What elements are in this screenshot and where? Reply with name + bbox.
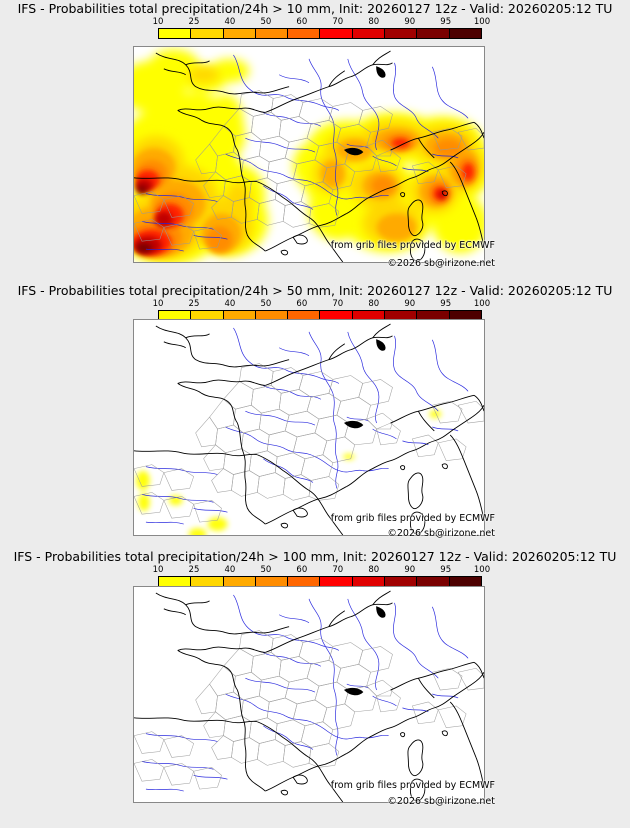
colorbar-tick: 90 xyxy=(404,565,416,575)
colorbar-50mm: 10 25 40 50 60 70 80 90 95 100 xyxy=(153,299,491,321)
colorbar-swatch xyxy=(255,311,289,320)
colorbar-tick: 70 xyxy=(332,565,344,575)
colorbar-tick: 95 xyxy=(440,565,452,575)
map-50mm[interactable] xyxy=(133,319,485,536)
map-source-attribution: from grib files provided by ECMWF xyxy=(330,240,495,251)
colorbar-ticks: 10 25 40 50 60 70 80 90 95 100 xyxy=(153,299,491,310)
colorbar-swatch xyxy=(191,577,224,586)
map-source-attribution: from grib files provided by ECMWF xyxy=(330,513,495,524)
colorbar-swatch xyxy=(159,577,192,586)
colorbar-swatch xyxy=(352,29,386,38)
colorbar-ticks: 10 25 40 50 60 70 80 90 95 100 xyxy=(153,565,491,576)
colorbar-swatch xyxy=(417,311,450,320)
colorbar-swatch xyxy=(449,577,481,586)
map-copyright: ©2026 sb@irizone.net xyxy=(387,528,495,539)
colorbar-swatch xyxy=(223,577,256,586)
colorbar-tick: 50 xyxy=(260,565,272,575)
colorbar-tick: 25 xyxy=(188,565,200,575)
colorbar-swatch xyxy=(417,29,450,38)
colorbar-tick: 80 xyxy=(368,17,380,27)
colorbar-tick: 40 xyxy=(224,17,236,27)
colorbar-swatch xyxy=(191,29,224,38)
colorbar-swatch xyxy=(223,29,256,38)
colorbar-tick: 10 xyxy=(152,299,164,309)
panel-title-50mm: IFS - Probabilities total precipitation/… xyxy=(17,283,613,298)
colorbar-100mm: 10 25 40 50 60 70 80 90 95 100 xyxy=(153,565,491,587)
colorbar-gradient xyxy=(158,28,482,39)
colorbar-swatch xyxy=(449,29,481,38)
colorbar-swatch xyxy=(288,29,321,38)
colorbar-swatch xyxy=(449,311,481,320)
colorbar-swatch xyxy=(320,311,353,320)
map-copyright: ©2026 sb@irizone.net xyxy=(387,796,495,807)
map-copyright: ©2026 sb@irizone.net xyxy=(387,258,495,269)
colorbar-swatch xyxy=(385,577,418,586)
colorbar-tick: 95 xyxy=(440,17,452,27)
colorbar-tick: 100 xyxy=(473,17,491,27)
panel-50mm: IFS - Probabilities total precipitation/… xyxy=(0,282,630,546)
colorbar-tick: 10 xyxy=(152,17,164,27)
colorbar-tick: 100 xyxy=(473,299,491,309)
colorbar-tick: 80 xyxy=(368,299,380,309)
colorbar-ticks: 10 25 40 50 60 70 80 90 95 100 xyxy=(153,17,491,28)
colorbar-swatch xyxy=(320,577,353,586)
map-100mm[interactable] xyxy=(133,586,485,803)
colorbar-swatch xyxy=(191,311,224,320)
colorbar-swatch xyxy=(352,577,386,586)
colorbar-tick: 95 xyxy=(440,299,452,309)
colorbar-swatch xyxy=(385,29,418,38)
colorbar-swatch xyxy=(223,311,256,320)
colorbar-10mm: 10 25 40 50 60 70 80 90 95 100 xyxy=(153,17,491,39)
panel-10mm: IFS - Probabilities total precipitation/… xyxy=(0,0,630,277)
colorbar-tick: 90 xyxy=(404,299,416,309)
colorbar-tick: 60 xyxy=(296,299,308,309)
map-10mm[interactable] xyxy=(133,46,485,263)
colorbar-swatch xyxy=(255,577,289,586)
colorbar-tick: 40 xyxy=(224,299,236,309)
colorbar-swatch xyxy=(320,29,353,38)
panel-title-10mm: IFS - Probabilities total precipitation/… xyxy=(17,1,613,16)
colorbar-tick: 50 xyxy=(260,299,272,309)
colorbar-tick: 60 xyxy=(296,565,308,575)
colorbar-swatch xyxy=(159,311,192,320)
colorbar-swatch xyxy=(288,311,321,320)
colorbar-tick: 40 xyxy=(224,565,236,575)
panel-100mm: IFS - Probabilities total precipitation/… xyxy=(0,546,630,828)
colorbar-swatch xyxy=(288,577,321,586)
colorbar-swatch xyxy=(255,29,289,38)
colorbar-tick: 100 xyxy=(473,565,491,575)
colorbar-swatch xyxy=(352,311,386,320)
colorbar-tick: 50 xyxy=(260,17,272,27)
colorbar-tick: 70 xyxy=(332,17,344,27)
colorbar-swatch xyxy=(385,311,418,320)
map-source-attribution: from grib files provided by ECMWF xyxy=(330,780,495,791)
colorbar-tick: 25 xyxy=(188,17,200,27)
colorbar-swatch xyxy=(417,577,450,586)
panel-title-100mm: IFS - Probabilities total precipitation/… xyxy=(13,549,617,564)
colorbar-tick: 25 xyxy=(188,299,200,309)
colorbar-tick: 10 xyxy=(152,565,164,575)
colorbar-tick: 70 xyxy=(332,299,344,309)
colorbar-swatch xyxy=(159,29,192,38)
colorbar-tick: 90 xyxy=(404,17,416,27)
colorbar-tick: 80 xyxy=(368,565,380,575)
colorbar-tick: 60 xyxy=(296,17,308,27)
